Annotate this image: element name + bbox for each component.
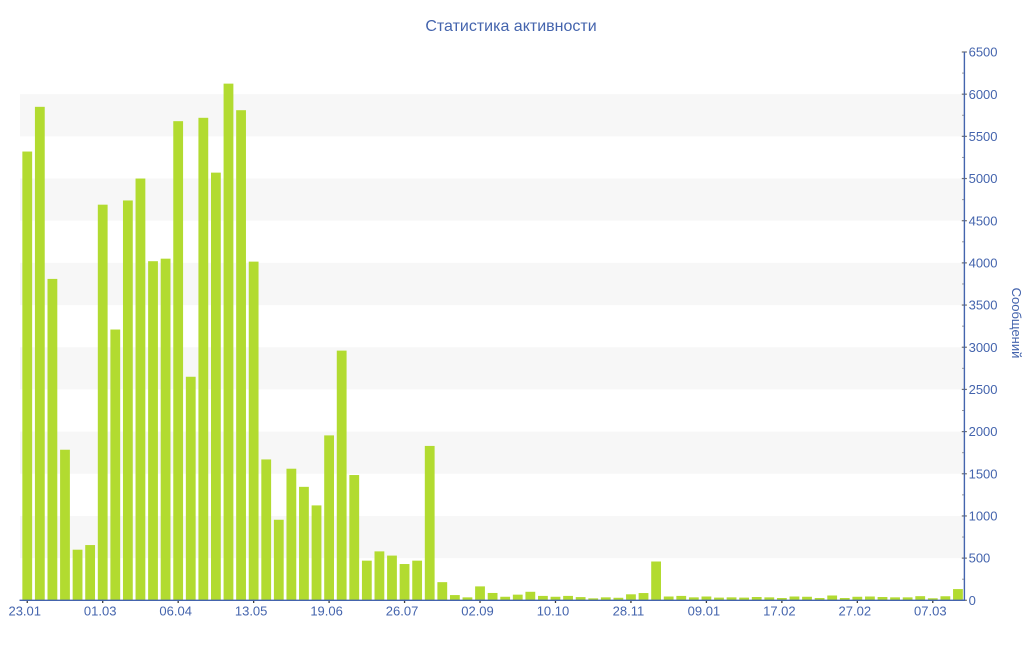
svg-text:Сообщений: Сообщений [1009, 288, 1024, 359]
svg-text:5000: 5000 [969, 171, 998, 186]
svg-text:01.03: 01.03 [84, 604, 117, 619]
svg-text:2000: 2000 [969, 424, 998, 439]
svg-text:13.05: 13.05 [235, 604, 268, 619]
svg-text:Статистика активности: Статистика активности [425, 18, 596, 35]
svg-text:3000: 3000 [969, 340, 998, 355]
svg-text:6500: 6500 [969, 45, 998, 60]
svg-text:1500: 1500 [969, 466, 998, 481]
svg-text:28.11: 28.11 [613, 604, 645, 619]
svg-text:1000: 1000 [969, 509, 998, 524]
svg-text:23.01: 23.01 [8, 604, 41, 619]
svg-text:19.06: 19.06 [310, 604, 343, 619]
svg-text:500: 500 [969, 551, 991, 566]
svg-text:26.07: 26.07 [386, 604, 419, 619]
svg-text:0: 0 [969, 593, 976, 608]
svg-text:4000: 4000 [969, 255, 998, 270]
svg-text:5500: 5500 [969, 129, 998, 144]
svg-text:6000: 6000 [969, 87, 998, 102]
svg-text:4500: 4500 [969, 213, 998, 228]
svg-text:27.02: 27.02 [839, 604, 872, 619]
svg-text:09.01: 09.01 [688, 604, 721, 619]
svg-text:06.04: 06.04 [159, 604, 192, 619]
svg-text:07.03: 07.03 [914, 604, 947, 619]
svg-text:3500: 3500 [969, 298, 998, 313]
svg-text:10.10: 10.10 [537, 604, 570, 619]
svg-text:17.02: 17.02 [763, 604, 796, 619]
svg-text:2500: 2500 [969, 382, 998, 397]
svg-text:02.09: 02.09 [461, 604, 494, 619]
